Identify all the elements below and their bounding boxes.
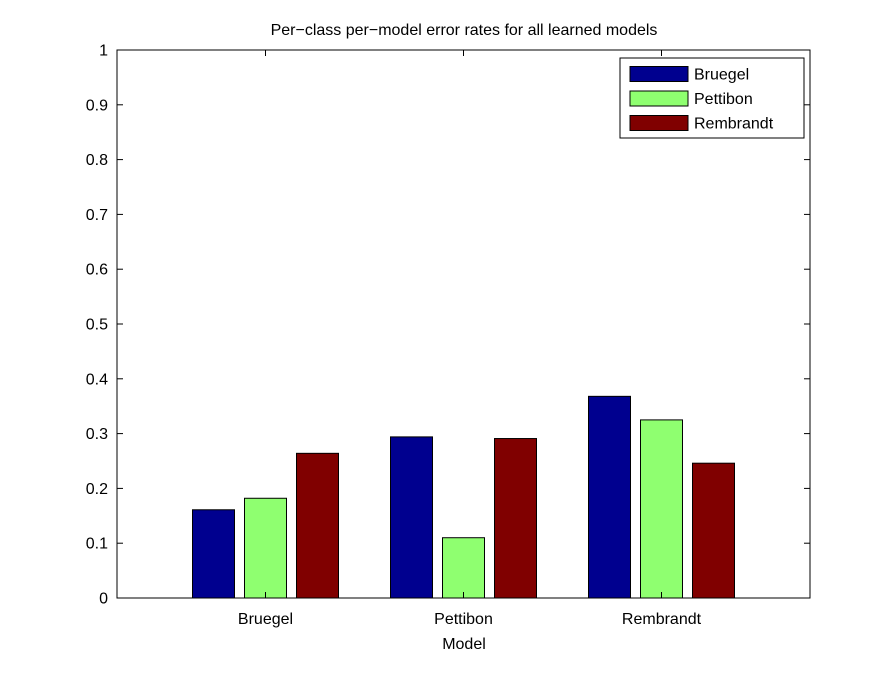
y-tick-label: 0.9 [86,97,108,114]
legend-label-rembrandt: Rembrandt [694,116,774,133]
bar-bruegel-bruegel [192,509,235,599]
y-tick-label: 1 [99,43,108,60]
y-tick-label: 0.5 [86,317,108,334]
legend-label-bruegel: Bruegel [694,67,749,84]
y-axis: 0 0.1 0.2 0.3 0.4 0.5 0.6 0.7 0.8 0.9 1 [86,43,810,608]
bar-pettibon-rembrandt [494,438,537,599]
bar-bruegel-pettibon [244,497,287,599]
legend-label-pettibon: Pettibon [694,91,753,108]
x-axis: Bruegel Pettibon Rembrandt [238,50,702,628]
x-tick-label: Bruegel [238,611,293,628]
legend: Bruegel Pettibon Rembrandt [619,57,805,139]
y-tick-label: 0.7 [86,207,108,224]
y-tick-label: 0 [99,591,108,608]
legend-swatch-rembrandt [629,115,689,131]
legend-swatch-pettibon [629,90,689,107]
bar-rembrandt-pettibon [640,419,683,599]
bar-rembrandt-rembrandt [692,462,735,599]
x-axis-label: Model [442,636,486,653]
x-tick-label: Rembrandt [622,611,702,628]
bar-pettibon-bruegel [390,436,433,599]
x-tick-label: Pettibon [434,611,493,628]
y-tick-label: 0.8 [86,152,108,169]
bars-layer [192,395,735,599]
legend-swatch-bruegel [629,66,689,82]
y-tick-label: 0.3 [86,426,108,443]
bar-bruegel-rembrandt [296,452,339,599]
bar-pettibon-pettibon [442,537,485,599]
bar-rembrandt-bruegel [588,395,631,599]
y-tick-label: 0.6 [86,262,108,279]
y-tick-label: 0.4 [86,371,108,388]
y-tick-label: 0.1 [86,536,108,553]
chart-title: Per−class per−model error rates for all … [271,22,658,39]
y-tick-label: 0.2 [86,481,108,498]
